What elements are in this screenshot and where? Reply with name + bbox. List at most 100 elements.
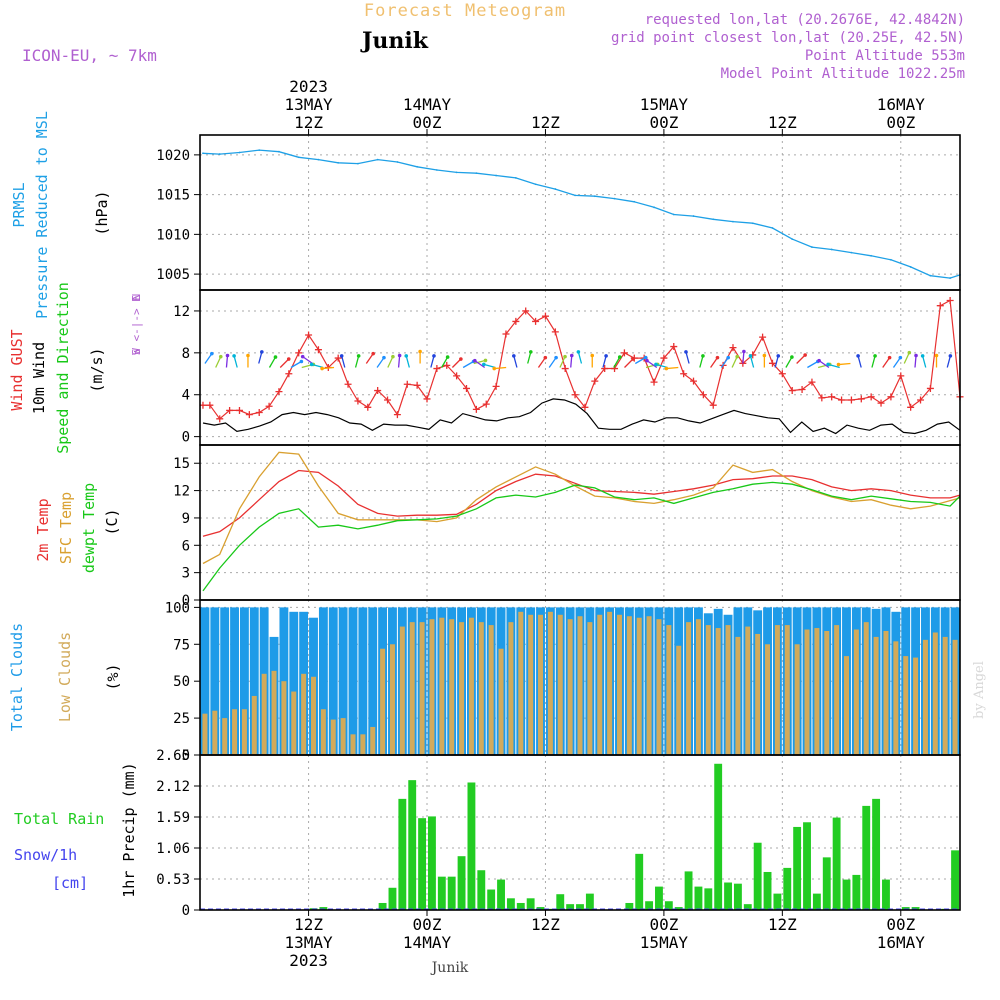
rain-bar [655, 886, 663, 910]
dewpt-line [202, 481, 961, 592]
low-cloud-bar [607, 611, 613, 755]
wind-arrow-head [631, 357, 635, 361]
panel-frame [199, 754, 961, 911]
gust-marker [926, 384, 934, 392]
wind-arrow [397, 355, 401, 368]
pressure-point [202, 152, 204, 155]
rain-bar [812, 893, 821, 910]
gust-marker [226, 406, 234, 414]
pressure-point [732, 220, 734, 223]
wind-arrow-head [299, 359, 304, 364]
rain-bar [457, 856, 466, 910]
pressure-point [830, 248, 833, 251]
total-cloud-bar [318, 607, 328, 755]
wind-arrow-head [701, 354, 705, 358]
rain-bar [576, 904, 584, 910]
gust-marker [245, 411, 253, 419]
wind-arrow-head [492, 366, 497, 371]
pressure-point [258, 149, 261, 152]
wind-arrow [570, 355, 573, 368]
low-cloud-bar [439, 617, 445, 755]
wind-arrow-head [873, 354, 877, 358]
temp-ylabel-2: SFC Temp [57, 492, 75, 564]
rain-bar [783, 867, 792, 910]
gust-marker [295, 349, 303, 357]
wind-arrow-head [790, 355, 794, 359]
rain-bar [408, 780, 417, 910]
gust-marker [522, 307, 530, 315]
gust-marker [305, 331, 313, 339]
gust-marker [413, 381, 421, 389]
gust-marker [690, 377, 698, 385]
bottom-time-label: 2023 [289, 951, 328, 970]
low-cloud-bar [547, 611, 553, 755]
low-cloud-bar [291, 691, 297, 755]
gust-marker [334, 354, 342, 362]
wind-arrow [818, 360, 830, 369]
total-cloud-bar [338, 607, 348, 755]
wind-arrow [354, 355, 360, 368]
gust-marker [847, 396, 855, 404]
low-cloud-bar [281, 681, 287, 755]
wind-dir-legend-2: W <-|-> E [130, 295, 143, 355]
wind-arrow-head [654, 362, 658, 367]
low-cloud-bar [873, 636, 879, 755]
wind-arrow-head [445, 355, 450, 359]
low-cloud-bar [380, 648, 386, 755]
wind-arrow [749, 355, 755, 368]
low-cloud-bar [843, 656, 849, 755]
gust-marker [216, 415, 224, 423]
wind-arrow [527, 351, 532, 364]
wind-arrow-head [887, 355, 892, 360]
wind-arrow-head [459, 357, 463, 361]
pressure-point [455, 171, 458, 174]
pressure-point [692, 215, 695, 217]
top-time-label: 12Z [531, 113, 560, 132]
low-cloud-bar [340, 718, 346, 755]
point-altitude: Point Altitude 553m [805, 48, 965, 64]
precip-ylabel: 1hr Precip (mm) Total Rain Snow/1h [cm] [14, 762, 138, 897]
gust-marker [384, 396, 392, 404]
wind-arrow-head [391, 354, 395, 359]
wind-arrow [922, 355, 927, 368]
bottom-time-label: 13MAY [284, 933, 333, 952]
bottom-time-label: 00Z [413, 915, 442, 934]
model-altitude: Model Point Altitude 1022.25m [721, 66, 965, 82]
rain-bar [645, 901, 654, 910]
wind-arrow-head [898, 355, 903, 360]
wind-dir-legend-3: S [130, 349, 143, 356]
rain-bar [773, 893, 782, 910]
wind-arrow [268, 356, 277, 368]
wind-arrow-head [482, 362, 486, 367]
pressure-point [435, 169, 438, 171]
rain-bar [625, 902, 634, 910]
wind-arrow-head [225, 353, 230, 358]
wind-arrow [559, 356, 566, 368]
total-cloud-bar [210, 607, 220, 755]
wind-arrow-head [569, 353, 574, 358]
gust-marker [591, 377, 599, 385]
wind-arrow [796, 354, 806, 364]
low-cloud-bar [597, 614, 603, 755]
y-tick-label: 25 [173, 711, 190, 727]
pressure-point [278, 150, 280, 153]
low-cloud-bar [942, 636, 948, 755]
wind-arrow [322, 366, 335, 370]
wind-ylabel: Wind GUST 10m Wind Speed and Direction (… [8, 282, 143, 454]
wind-arrow-head [260, 350, 264, 354]
wind-arrow [290, 360, 302, 369]
low-cloud-bar [893, 641, 899, 755]
bottom-time-label: 14MAY [403, 933, 452, 952]
temperature-panel: 0 3 6 9 12 15 [173, 445, 961, 609]
wind-arrow-head [404, 354, 409, 358]
total-cloud-bar [289, 611, 299, 755]
temp-ylabel-3: dewpt Temp [80, 483, 98, 573]
low-cloud-bar [301, 673, 307, 755]
wind-arrow [882, 357, 891, 368]
top-time-label: 00Z [649, 113, 678, 132]
bottom-time-label: 00Z [649, 915, 678, 934]
wind-arrow [685, 351, 690, 364]
low-cloud-bar [932, 632, 938, 755]
